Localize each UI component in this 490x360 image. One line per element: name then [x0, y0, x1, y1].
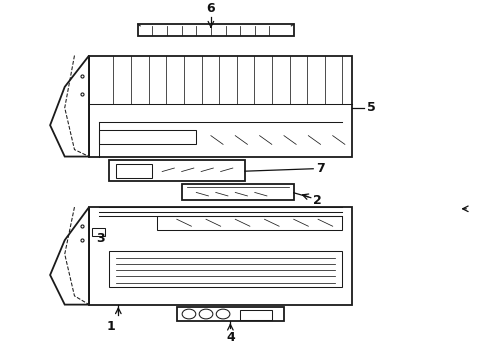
Bar	[240, 310, 272, 320]
Text: 3: 3	[97, 232, 105, 245]
Text: 5: 5	[367, 101, 375, 114]
Text: 4: 4	[226, 331, 235, 344]
Text: 1: 1	[107, 320, 115, 333]
Text: 2: 2	[313, 194, 322, 207]
Bar	[116, 163, 152, 178]
Bar	[92, 228, 105, 236]
Bar	[99, 130, 196, 144]
Text: 7: 7	[316, 162, 324, 175]
Text: 6: 6	[207, 3, 215, 15]
